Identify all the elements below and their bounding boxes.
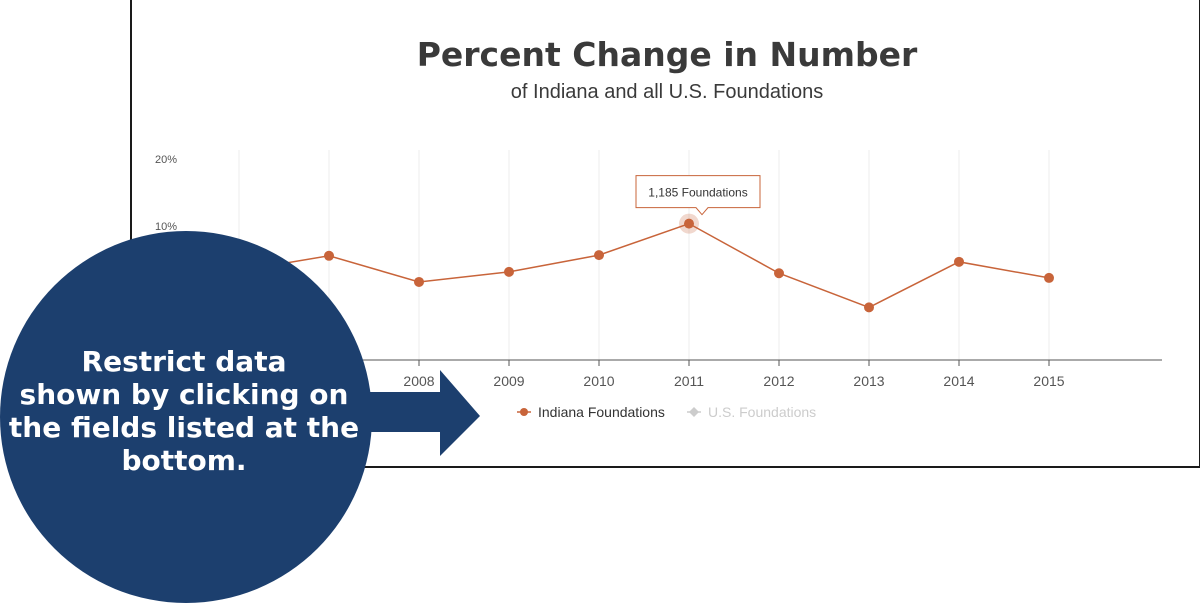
y-tick-label: 10% xyxy=(155,221,177,233)
data-point xyxy=(954,256,964,267)
x-tick-label: 2015 xyxy=(1033,373,1064,389)
data-point xyxy=(864,302,874,313)
x-tick-label: 2012 xyxy=(763,373,794,389)
x-tick-label: 2014 xyxy=(943,373,974,389)
x-tick-label: 2009 xyxy=(493,373,524,389)
legend-marker-us xyxy=(689,407,699,417)
line-chart: Percent Change in Number of Indiana and … xyxy=(152,35,1162,420)
callout-circle xyxy=(0,231,372,603)
data-point xyxy=(504,266,514,277)
tooltip-label: 1,185 Foundations xyxy=(648,186,747,200)
data-point xyxy=(594,250,604,261)
x-tick-label: 2013 xyxy=(853,373,884,389)
tooltip: 1,185 Foundations xyxy=(635,175,761,216)
chart-title: Percent Change in Number xyxy=(417,35,918,74)
callout-line: Restrict data xyxy=(81,345,287,378)
legend-label-indiana[interactable]: Indiana Foundations xyxy=(538,404,665,420)
legend-label-us[interactable]: U.S. Foundations xyxy=(708,404,816,420)
x-tick-label: 2008 xyxy=(403,373,434,389)
callout-line: the fields listed at the xyxy=(8,411,360,444)
data-point xyxy=(1044,272,1054,283)
data-point xyxy=(774,268,784,279)
tooltip-box xyxy=(635,175,761,216)
x-tick-label: 2010 xyxy=(583,373,614,389)
legend-marker-indiana xyxy=(520,408,528,416)
y-tick-label: 20% xyxy=(155,154,177,166)
callout-line: bottom. xyxy=(121,444,247,477)
callout-text: Restrict data shown by clicking on the f… xyxy=(0,345,368,477)
callout-line: shown by clicking on xyxy=(19,378,349,411)
data-point xyxy=(324,250,334,261)
callout-arrow-icon xyxy=(340,370,480,456)
data-point xyxy=(684,218,694,229)
x-tick-label: 2011 xyxy=(674,373,704,389)
chart-subtitle: of Indiana and all U.S. Foundations xyxy=(511,81,823,103)
legend: Indiana Foundations U.S. Foundations xyxy=(517,404,816,420)
data-point xyxy=(414,276,424,287)
